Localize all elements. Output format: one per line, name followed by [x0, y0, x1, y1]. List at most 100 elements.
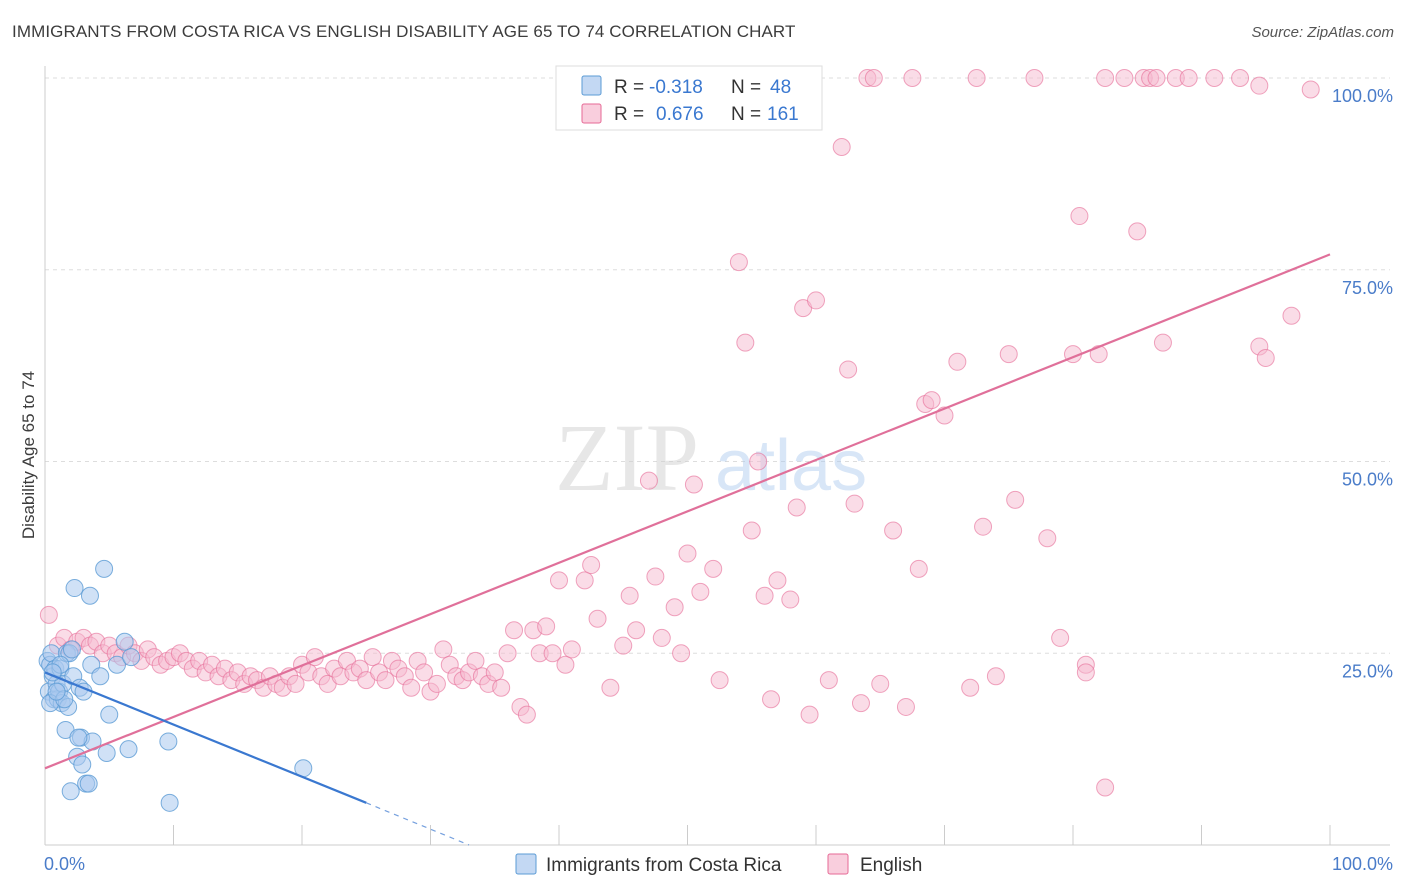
english-point [896, 697, 915, 716]
english-point [948, 352, 967, 371]
legend-label-english: English [860, 855, 922, 876]
english-point [543, 644, 562, 663]
english-point [1205, 69, 1224, 87]
english-point [1038, 529, 1057, 548]
english-point [974, 517, 993, 536]
english-point [1147, 69, 1166, 87]
english-point [691, 582, 710, 601]
english-point [1256, 348, 1275, 367]
watermark-atlas: atlas [715, 426, 867, 506]
english-point [781, 590, 800, 609]
costa-rica-point [79, 774, 98, 793]
legend-label-costa-rica: Immigrants from Costa Rica [546, 855, 782, 876]
costa-rica-point [159, 732, 178, 751]
english-point [588, 609, 607, 628]
trend-lines [44, 253, 1331, 846]
english-point [1153, 333, 1172, 352]
english-point [832, 138, 851, 157]
english-point [427, 674, 446, 693]
english-point [839, 360, 858, 379]
english-point [1096, 69, 1115, 87]
english-point [485, 663, 504, 682]
english-point [1051, 628, 1070, 647]
costa-rica-trend-line [44, 671, 367, 804]
english-point [582, 556, 601, 575]
english-point [517, 705, 536, 724]
y-tick-label: 50.0% [1342, 470, 1393, 490]
english-point [909, 559, 928, 578]
english-point [922, 391, 941, 410]
english-point [492, 678, 511, 697]
english-point [884, 521, 903, 540]
legend-bottom-swatch-blue [515, 853, 537, 875]
english-point [1301, 80, 1320, 99]
english-point [736, 333, 755, 352]
english-point [652, 628, 671, 647]
english-point [614, 636, 633, 655]
english-point [864, 69, 883, 87]
costa-rica-trend-extension [366, 802, 470, 846]
english-point [1096, 778, 1115, 797]
y-tick-label: 25.0% [1342, 661, 1393, 681]
english-point [415, 663, 434, 682]
y-tick-label: 100.0% [1332, 86, 1393, 106]
english-point [402, 678, 421, 697]
english-point [845, 494, 864, 513]
costa-rica-point [100, 705, 119, 724]
costa-rica-point [61, 782, 80, 801]
costa-rica-point [119, 740, 138, 759]
costa-rica-point [91, 667, 110, 686]
legend-swatch-pink [581, 103, 602, 124]
svg-text:R =: R = [614, 77, 644, 98]
english-point [39, 605, 58, 624]
y-tick-label: 75.0% [1342, 278, 1393, 298]
y-axis-title: Disability Age 65 to 74 [19, 371, 38, 539]
r-value-pink: 0.676 [656, 104, 704, 125]
costa-rica-point [47, 682, 66, 701]
english-point [1282, 306, 1301, 325]
english-point [903, 69, 922, 87]
svg-text:N =: N = [731, 104, 761, 125]
costa-rica-point [80, 586, 99, 605]
costa-rica-point [62, 640, 81, 659]
costa-rica-point [122, 648, 141, 667]
n-value-blue: 48 [770, 77, 791, 98]
english-point [498, 644, 517, 663]
english-point [967, 69, 986, 87]
chart-title: IMMIGRANTS FROM COSTA RICA VS ENGLISH DI… [12, 22, 796, 41]
english-point [819, 671, 838, 690]
english-point [742, 521, 761, 540]
english-point [871, 674, 890, 693]
costa-rica-point [69, 728, 88, 747]
english-point [729, 253, 748, 272]
english-point [678, 544, 697, 563]
series-legend: Immigrants from Costa Rica English [515, 853, 922, 876]
english-point [620, 586, 639, 605]
english-point [1070, 207, 1089, 226]
stats-legend: R = R = -0.318 0.676 N = N = 48 161 [555, 65, 823, 131]
english-point [639, 471, 658, 490]
legend-swatch-blue [581, 75, 602, 96]
english-point [684, 475, 703, 494]
english-point [787, 498, 806, 517]
english-point [1115, 69, 1134, 87]
english-point [1076, 663, 1095, 682]
english-point [1128, 222, 1147, 241]
english-point [627, 621, 646, 640]
english-point [999, 345, 1018, 364]
english-point [1025, 69, 1044, 87]
english-point [986, 667, 1005, 686]
english-point [768, 571, 787, 590]
english-point [755, 586, 774, 605]
x-tick-label: 100.0% [1332, 854, 1393, 874]
english-point [762, 690, 781, 709]
english-point [851, 694, 870, 713]
source-label: Source: ZipAtlas.com [1251, 24, 1394, 41]
costa-rica-point [115, 632, 134, 651]
legend-bottom-swatch-pink [827, 853, 849, 875]
english-point [672, 644, 691, 663]
english-point [961, 678, 980, 697]
english-point [1089, 345, 1108, 364]
english-point [434, 640, 453, 659]
